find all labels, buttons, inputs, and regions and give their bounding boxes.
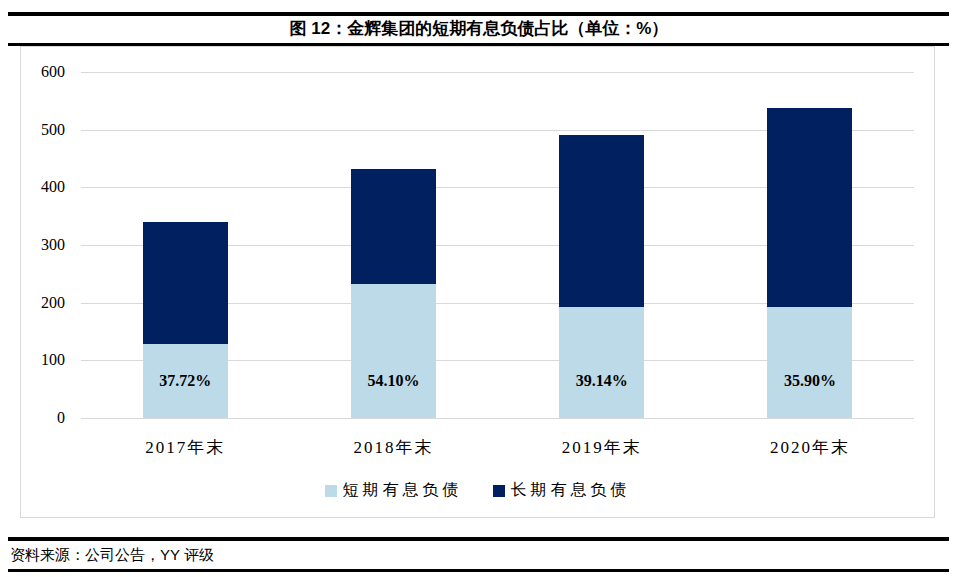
- x-axis-label: 2017年末: [115, 436, 255, 459]
- chart-area: 0 100 200 300 400 500 600 37.72% 54.10% 39.14% 35…: [20, 46, 935, 518]
- legend-item: 短期有息负债: [325, 480, 463, 501]
- bar-data-label: 37.72%: [135, 372, 235, 390]
- x-axis-label: 2019年末: [532, 436, 672, 459]
- gridline: [81, 418, 914, 419]
- chart-legend: 短期有息负债 长期有息负债: [21, 480, 934, 501]
- y-tick-label: 600: [27, 63, 65, 81]
- footer-bottom-rule: [8, 569, 949, 572]
- bar-segment-short-term: [559, 307, 644, 418]
- y-tick-label: 0: [27, 409, 65, 427]
- legend-label: 短期有息负债: [343, 480, 463, 501]
- source-note: 资料来源：公司公告，YY 评级: [10, 546, 950, 565]
- bar-segment-short-term: [351, 284, 436, 418]
- y-tick-label: 300: [27, 236, 65, 254]
- bar-segment-long-term: [351, 169, 436, 283]
- top-rule: [8, 12, 949, 16]
- bar-segment-short-term: [767, 307, 852, 418]
- footer-top-rule: [8, 537, 949, 541]
- legend-swatch-icon: [493, 485, 505, 497]
- legend-item: 长期有息负债: [493, 480, 631, 501]
- bar-data-label: 54.10%: [343, 372, 443, 390]
- report-figure-page: 图 12：金辉集团的短期有息负债占比（单位：%） 0 100 200 300 400 50…: [0, 0, 958, 577]
- bar-segment-long-term: [767, 108, 852, 307]
- bar-segment-long-term: [143, 222, 228, 344]
- figure-title: 图 12：金辉集团的短期有息负债占比（单位：%）: [0, 17, 958, 40]
- legend-label: 长期有息负债: [511, 480, 631, 501]
- x-axis-label: 2018年末: [323, 436, 463, 459]
- y-tick-label: 100: [27, 351, 65, 369]
- gridline: [81, 72, 914, 73]
- bar-data-label: 35.90%: [760, 372, 860, 390]
- x-axis-label: 2020年末: [740, 436, 880, 459]
- bar-segment-long-term: [559, 135, 644, 307]
- y-tick-label: 500: [27, 121, 65, 139]
- legend-swatch-icon: [325, 485, 337, 497]
- y-tick-label: 400: [27, 178, 65, 196]
- bar-data-label: 39.14%: [552, 372, 652, 390]
- y-tick-label: 200: [27, 294, 65, 312]
